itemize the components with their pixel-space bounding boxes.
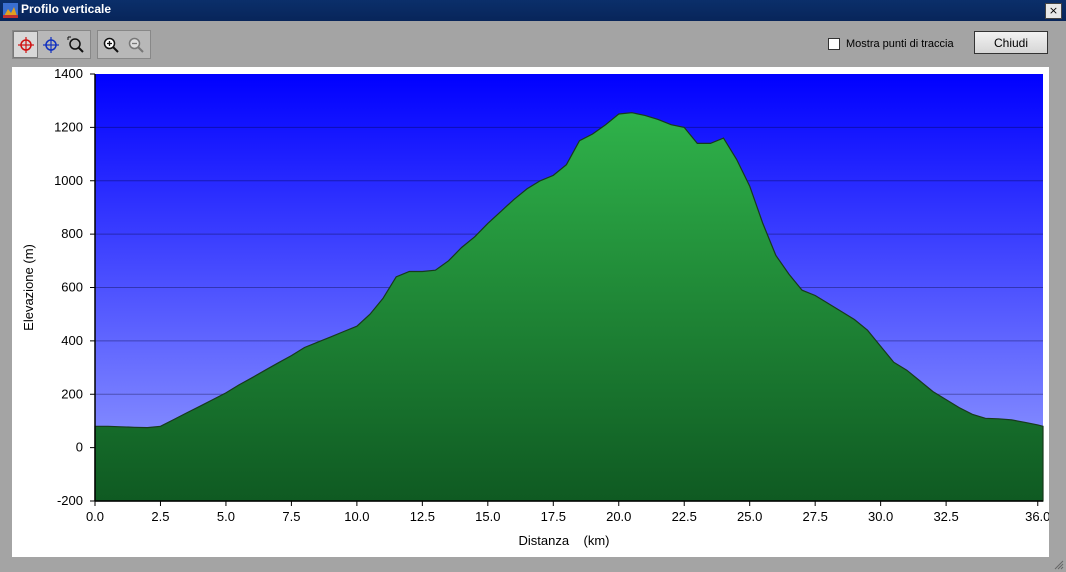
zoom-area-tool-button[interactable] [63,31,88,58]
x-axis-label: Distanza (km) [518,533,609,548]
close-button[interactable]: Chiudi [974,31,1048,54]
y-tick-label: -200 [57,493,83,508]
resize-grip-icon[interactable] [1054,560,1064,570]
x-tick-label: 5.0 [217,509,235,524]
x-tick-label: 22.5 [672,509,697,524]
x-tick-label: 36.0 [1025,509,1049,524]
tool-group [12,30,91,59]
x-tick-label: 30.0 [868,509,893,524]
x-tick-label: 7.5 [282,509,300,524]
y-tick-label: 1000 [54,173,83,188]
zoom-out-button[interactable] [123,31,148,58]
window-close-button[interactable]: × [1045,3,1062,19]
y-tick-label: 1200 [54,119,83,134]
y-tick-label: 1400 [54,67,83,81]
crosshair-red-tool-button[interactable] [13,31,38,58]
zoom-area-icon [67,36,84,53]
x-tick-label: 15.0 [475,509,500,524]
zoom-out-icon [128,37,144,53]
crosshair-red-icon [17,36,34,53]
x-tick-label: 25.0 [737,509,762,524]
x-tick-label: 2.5 [151,509,169,524]
x-tick-label: 12.5 [410,509,435,524]
crosshair-blue-tool-button[interactable] [38,31,63,58]
x-tick-label: 10.0 [344,509,369,524]
window-title: Profilo verticale [21,2,112,16]
show-track-points-option[interactable]: Mostra punti di traccia [828,38,954,50]
y-axis-label: Elevazione (m) [21,244,36,331]
app-icon [3,3,18,18]
x-tick-label: 20.0 [606,509,631,524]
elevation-area [94,112,1044,502]
y-tick-label: 200 [61,386,83,401]
y-tick-label: 800 [61,226,83,241]
chart-panel: 1400 1200 1000 800 600 400 200 0 -200 0.0 2.5 5.0 7.… [12,66,1050,557]
zoom-in-icon [103,37,119,53]
y-tick-label: 400 [61,333,83,348]
show-track-points-label: Mostra punti di traccia [846,38,954,50]
title-bar: Profilo verticale × [0,0,1066,21]
x-tick-label: 17.5 [541,509,566,524]
zoom-group [97,30,151,59]
x-tick-label: 0.0 [86,509,104,524]
show-track-points-checkbox[interactable] [828,38,840,50]
crosshair-blue-icon [42,36,59,53]
y-tick-label: 600 [61,280,83,295]
x-tick-label: 32.5 [933,509,958,524]
x-tick-label: 27.5 [803,509,828,524]
zoom-in-button[interactable] [98,31,123,58]
y-tick-label: 0 [76,440,83,455]
